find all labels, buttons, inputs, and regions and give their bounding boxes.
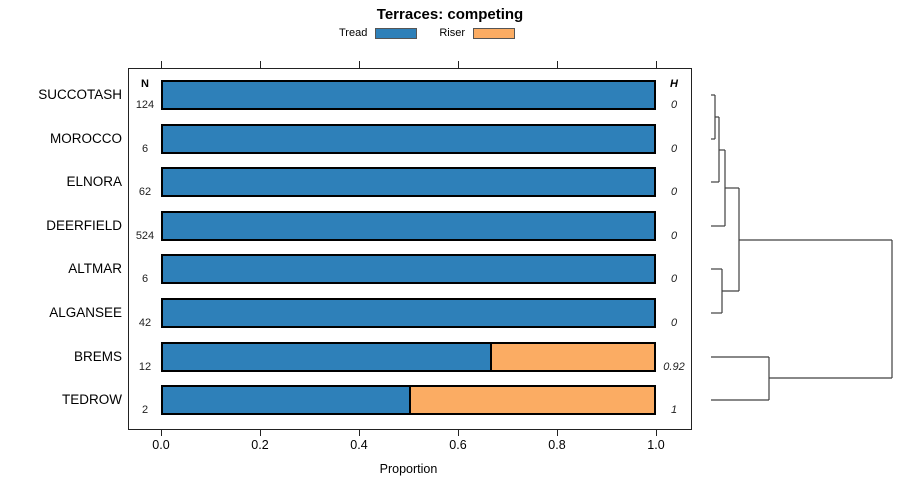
- bar-segment-tread: [163, 387, 409, 414]
- x-tick-label: 0.8: [548, 438, 566, 452]
- chart-title: Terraces: competing: [376, 6, 524, 23]
- bar-segment-tread: [163, 82, 654, 108]
- n-value: 12: [138, 360, 152, 373]
- bar-segment-tread: [163, 343, 491, 370]
- x-tick-bottom: [161, 429, 162, 436]
- n-value: 62: [138, 186, 152, 199]
- category-label: ELNORA: [66, 174, 122, 190]
- category-label: ALGANSEE: [49, 305, 122, 320]
- h-value: 0: [670, 273, 678, 286]
- category-label: BREMS: [73, 348, 122, 364]
- legend-swatch-riser-icon: [473, 27, 515, 39]
- h-value: 0: [670, 186, 678, 199]
- n-value: 42: [138, 317, 152, 329]
- bar-tedrow: [161, 385, 656, 416]
- legend-item-riser: Riser: [439, 27, 515, 39]
- x-tick-label: 0.2: [251, 438, 269, 452]
- bar-segment-riser: [408, 387, 654, 414]
- legend-label-riser: Riser: [439, 27, 465, 39]
- category-label: MOROCCO: [50, 130, 122, 146]
- x-tick-bottom: [656, 429, 657, 436]
- bar-deerfield: [161, 210, 656, 241]
- h-value: 0: [670, 229, 678, 242]
- bar-algansee: [161, 298, 656, 328]
- bar-segment-tread: [163, 212, 654, 239]
- plot-area: [128, 68, 692, 430]
- x-tick-top: [260, 61, 261, 68]
- n-value: 2: [141, 404, 149, 417]
- bar-succotash: [161, 80, 656, 110]
- bar-altmar: [161, 254, 656, 285]
- h-value: 0: [670, 142, 678, 155]
- category-label: ALTMAR: [68, 261, 122, 277]
- x-tick-bottom: [458, 429, 459, 436]
- bar-segment-tread: [163, 256, 654, 283]
- category-label: TEDROW: [62, 392, 122, 408]
- h-value: 0: [670, 99, 678, 111]
- n-value: 6: [141, 273, 149, 286]
- x-tick-label: 0.4: [350, 438, 368, 452]
- h-value: 0.92: [663, 360, 685, 373]
- bar-morocco: [161, 123, 656, 154]
- x-tick-bottom: [557, 429, 558, 436]
- x-axis-title: Proportion: [379, 462, 438, 476]
- bar-segment-riser: [490, 343, 654, 370]
- bar-elnora: [161, 167, 656, 198]
- bar-brems: [161, 341, 656, 372]
- legend-label-tread: Tread: [339, 27, 368, 39]
- n-value: 124: [135, 99, 155, 111]
- x-tick-top: [161, 61, 162, 68]
- x-tick-label: 0.0: [152, 438, 170, 452]
- x-tick-bottom: [359, 429, 360, 436]
- x-tick-label: 0.6: [449, 438, 467, 452]
- legend-item-tread: Tread: [339, 27, 418, 39]
- bar-segment-tread: [163, 169, 654, 196]
- x-tick-top: [557, 61, 558, 68]
- n-column-header: N: [141, 78, 149, 90]
- bar-segment-tread: [163, 125, 654, 152]
- x-tick-top: [458, 61, 459, 68]
- n-value: 6: [141, 142, 149, 155]
- h-value: 0: [670, 317, 678, 329]
- n-value: 524: [135, 229, 155, 242]
- x-tick-label: 1.0: [647, 438, 665, 452]
- h-column-header: H: [670, 78, 678, 90]
- legend-swatch-tread-icon: [375, 27, 418, 39]
- x-tick-top: [656, 61, 657, 68]
- legend: Tread Riser: [339, 27, 515, 39]
- bar-segment-tread: [163, 300, 654, 326]
- x-tick-top: [359, 61, 360, 68]
- category-label: DEERFIELD: [46, 217, 122, 233]
- category-label: SUCCOTASH: [38, 87, 122, 102]
- x-tick-bottom: [260, 429, 261, 436]
- h-value: 1: [670, 404, 678, 417]
